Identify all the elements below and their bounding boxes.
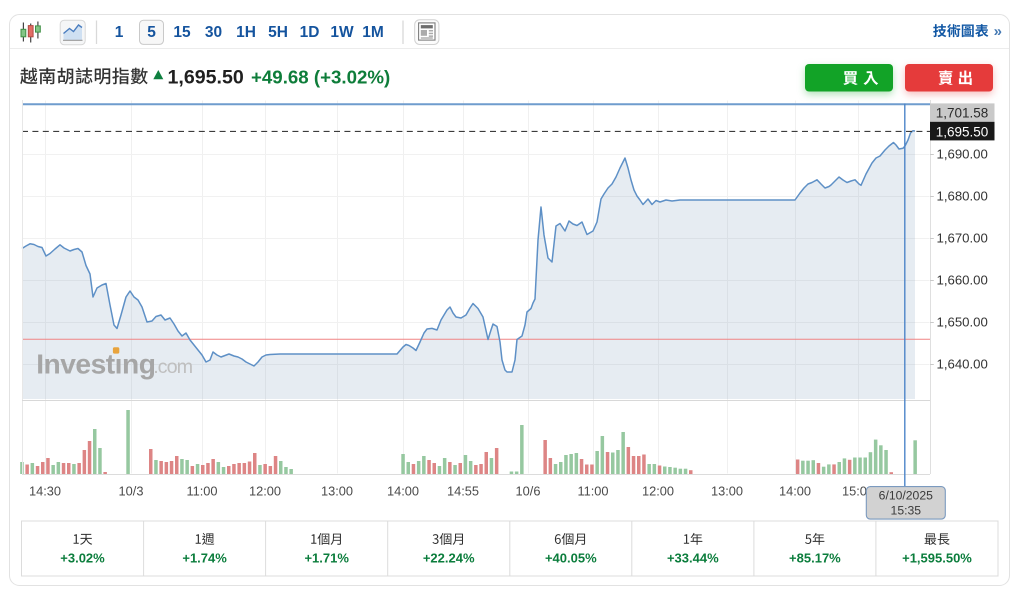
svg-text:+85.17%: +85.17% <box>789 551 841 566</box>
svg-text:13:00: 13:00 <box>711 484 743 499</box>
svg-text:12:00: 12:00 <box>249 484 281 499</box>
svg-text:1H: 1H <box>236 24 256 41</box>
svg-text:6/10/2025: 6/10/2025 <box>879 489 933 503</box>
svg-text:+1.74%: +1.74% <box>182 551 227 566</box>
svg-text:1,660.00: 1,660.00 <box>937 273 988 288</box>
svg-text:1,640.00: 1,640.00 <box>937 357 988 372</box>
svg-text:+1,595.50%: +1,595.50% <box>902 551 972 566</box>
svg-text:5H: 5H <box>268 24 288 41</box>
svg-text:13:00: 13:00 <box>321 484 353 499</box>
svg-text:»: » <box>994 23 1002 40</box>
svg-text:1,680.00: 1,680.00 <box>937 189 988 204</box>
svg-text:+40.05%: +40.05% <box>545 551 597 566</box>
svg-text:10/3: 10/3 <box>119 484 144 499</box>
svg-text:14:00: 14:00 <box>387 484 419 499</box>
svg-text:30: 30 <box>205 24 222 41</box>
svg-text:14:30: 14:30 <box>29 484 61 499</box>
svg-text:.com: .com <box>153 356 192 378</box>
svg-text:1,690.00: 1,690.00 <box>937 147 988 162</box>
svg-text:15: 15 <box>173 24 191 41</box>
svg-text:1: 1 <box>115 24 124 41</box>
svg-text:+3.02%: +3.02% <box>60 551 105 566</box>
svg-text:+1.71%: +1.71% <box>304 551 349 566</box>
svg-text:14:55: 14:55 <box>447 484 479 499</box>
svg-text:10/6: 10/6 <box>516 484 541 499</box>
svg-text:Investıng: Investıng <box>36 348 155 380</box>
svg-text:1,701.58: 1,701.58 <box>936 106 989 121</box>
svg-text:12:00: 12:00 <box>642 484 674 499</box>
svg-text:+33.44%: +33.44% <box>667 551 719 566</box>
svg-text:5: 5 <box>147 24 156 41</box>
svg-text:1,695.50: 1,695.50 <box>168 66 244 88</box>
svg-text:1,670.00: 1,670.00 <box>937 231 988 246</box>
svg-text:+49.68 (+3.02%): +49.68 (+3.02%) <box>251 66 390 87</box>
svg-text:1M: 1M <box>362 24 384 41</box>
svg-text:15:35: 15:35 <box>891 504 922 518</box>
svg-text:1D: 1D <box>300 24 320 41</box>
svg-text:1W: 1W <box>330 24 354 41</box>
svg-text:14:00: 14:00 <box>779 484 811 499</box>
svg-text:1,650.00: 1,650.00 <box>937 315 988 330</box>
svg-text:11:00: 11:00 <box>186 484 217 499</box>
svg-text:11:00: 11:00 <box>577 484 608 499</box>
svg-text:+22.24%: +22.24% <box>423 551 475 566</box>
svg-text:1,695.50: 1,695.50 <box>936 124 989 139</box>
